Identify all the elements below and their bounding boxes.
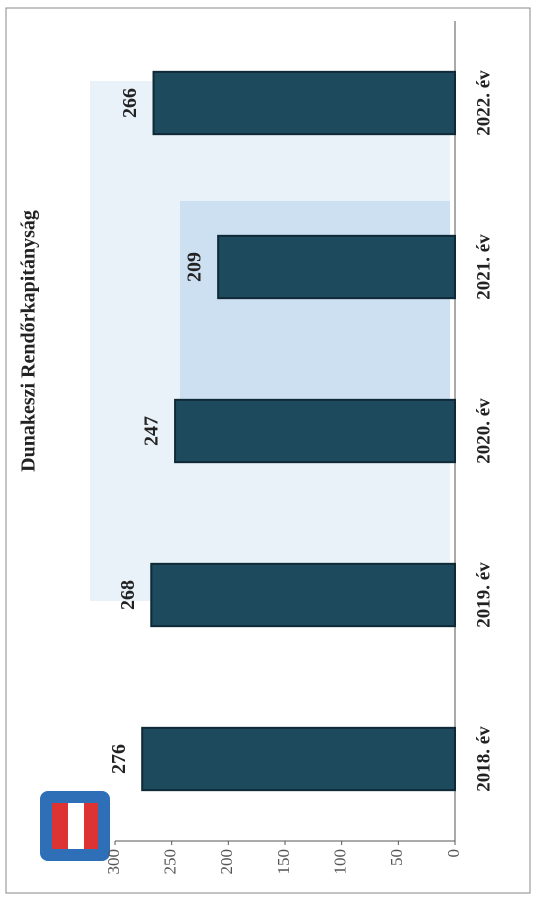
y-tick-label: 0 [444,849,463,858]
x-tick-label: 2022. év [473,70,494,136]
y-tick-label: 100 [331,849,350,875]
y-tick-label: 300 [104,849,123,875]
logo-band [68,803,84,849]
frame [5,7,531,894]
x-tick-label: 2020. év [473,398,494,464]
x-tick-label: 2021. év [473,234,494,300]
logo [40,791,110,861]
rotated-chart: Dunakeszi Rendőrkapitányság 0 50 100 150 200… [18,21,494,875]
x-tick-label: 2018. év [473,726,494,792]
value-label: 247 [141,416,163,446]
value-label: 268 [117,580,139,610]
background-building [180,201,450,421]
bar [150,562,456,628]
bar [152,70,457,136]
y-tick-label: 150 [274,849,293,875]
y-tick-label: 50 [387,849,406,866]
value-label: 209 [184,252,206,282]
bar [174,398,456,464]
bar [141,726,456,792]
y-tick-label: 200 [217,849,236,875]
y-tick-label: 250 [161,849,180,875]
chart-title: Dunakeszi Rendőrkapitányság [18,210,40,472]
x-tick-label: 2019. év [473,562,494,628]
bar [217,234,456,300]
value-label: 276 [108,744,130,774]
value-label: 266 [119,88,141,118]
